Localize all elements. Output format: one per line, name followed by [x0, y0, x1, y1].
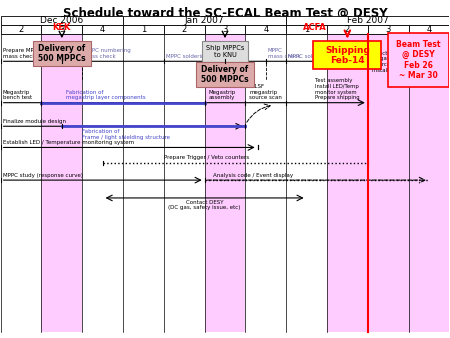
Bar	[286, 25, 327, 34]
Bar	[1, 16, 123, 25]
Bar	[41, 25, 82, 34]
Text: Finalize module design: Finalize module design	[3, 119, 66, 124]
Text: Megastrip
bench test: Megastrip bench test	[3, 90, 32, 100]
Bar	[123, 25, 164, 34]
Text: 3: 3	[386, 25, 391, 34]
Text: KEK: KEK	[53, 23, 71, 32]
Bar	[205, 34, 245, 332]
Text: ACFA: ACFA	[303, 23, 327, 32]
Bar	[286, 16, 449, 25]
Text: Megastrip
assembly: Megastrip assembly	[209, 90, 236, 100]
Text: 2: 2	[345, 25, 350, 34]
Text: 1: 1	[141, 25, 146, 34]
FancyBboxPatch shape	[388, 33, 449, 87]
Text: Direct-readout
megastrip
source scan
Install LED: Direct-readout megastrip source scan Ins…	[372, 50, 412, 73]
Text: 4: 4	[263, 25, 268, 34]
Text: Schedule toward the SC-ECAL Beam Test @ DESY: Schedule toward the SC-ECAL Beam Test @ …	[63, 7, 387, 20]
Bar	[123, 16, 286, 25]
Text: 4: 4	[100, 25, 105, 34]
Text: Delivery of
500 MPPCs: Delivery of 500 MPPCs	[38, 44, 86, 63]
Text: 3: 3	[222, 25, 228, 34]
Text: Prepare Trigger / Veto counters: Prepare Trigger / Veto counters	[164, 155, 249, 160]
Text: 4: 4	[426, 25, 432, 34]
Bar	[205, 25, 245, 34]
Text: Ship MPPCs
to KNU: Ship MPPCs to KNU	[206, 45, 244, 58]
Text: Feb 2007: Feb 2007	[347, 16, 389, 25]
Text: MPPC soldering: MPPC soldering	[288, 54, 330, 58]
Text: Jan 2007: Jan 2007	[185, 16, 225, 25]
Bar	[245, 25, 286, 34]
Text: Prepare MPPC
mass check system: Prepare MPPC mass check system	[3, 48, 57, 58]
Bar	[409, 25, 449, 34]
Text: Dec 2006: Dec 2006	[40, 16, 84, 25]
Text: 1: 1	[304, 25, 309, 34]
Text: Analysis code / Event display: Analysis code / Event display	[213, 173, 293, 178]
Text: Fabrication of
megastrip layer components: Fabrication of megastrip layer component…	[66, 90, 145, 100]
Text: WLSF
megastrip
source scan: WLSF megastrip source scan	[249, 84, 282, 100]
FancyBboxPatch shape	[202, 42, 248, 62]
Bar	[327, 34, 368, 332]
Bar	[368, 25, 409, 34]
FancyBboxPatch shape	[196, 62, 254, 87]
Text: Delivery of
500 MPPCs: Delivery of 500 MPPCs	[201, 65, 249, 84]
Text: Fabrication of
Frame / light shielding structure: Fabrication of Frame / light shielding s…	[82, 129, 170, 140]
Bar	[41, 34, 82, 332]
Bar	[1, 25, 41, 34]
Text: MPPC soldering: MPPC soldering	[166, 54, 208, 58]
Bar	[164, 25, 205, 34]
Bar	[82, 25, 123, 34]
Text: Beam Test
@ DESY
Feb 26
~ Mar 30: Beam Test @ DESY Feb 26 ~ Mar 30	[396, 40, 441, 80]
FancyBboxPatch shape	[33, 41, 91, 66]
Text: 3: 3	[59, 25, 64, 34]
Text: 2: 2	[18, 25, 24, 34]
Text: Contact DESY
(DC gas, safety issue, etc): Contact DESY (DC gas, safety issue, etc)	[168, 200, 241, 211]
Text: Establish LED / Temperature monitoring system: Establish LED / Temperature monitoring s…	[3, 140, 134, 145]
Text: 2: 2	[182, 25, 187, 34]
Text: Test assembly
Install LED/Temp
monitor system
Prepare shipping: Test assembly Install LED/Temp monitor s…	[315, 78, 360, 100]
FancyBboxPatch shape	[314, 41, 381, 69]
Text: MPPC
mass check: MPPC mass check	[268, 48, 301, 58]
Bar	[368, 34, 449, 332]
Text: Shipping
Feb-14: Shipping Feb-14	[325, 46, 370, 65]
Text: MPPC numbering
Mass check: MPPC numbering Mass check	[84, 48, 131, 58]
Bar	[327, 25, 368, 34]
Text: MPPC study (response curve): MPPC study (response curve)	[3, 173, 83, 178]
